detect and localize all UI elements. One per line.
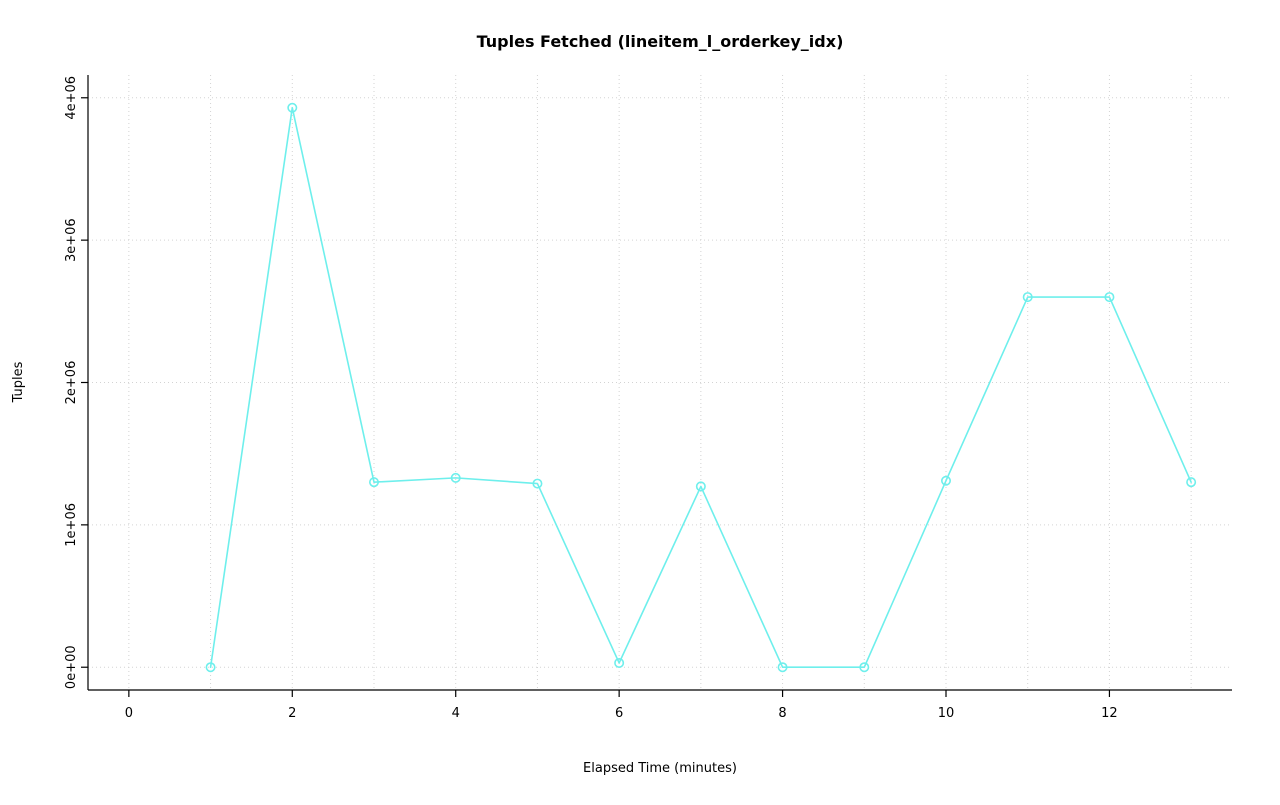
series-line xyxy=(209,106,1192,669)
x-axis-label: Elapsed Time (minutes) xyxy=(583,761,737,776)
data-point xyxy=(1104,292,1115,303)
data-point xyxy=(1022,292,1033,303)
y-tick-label: 2e+06 xyxy=(64,361,79,405)
line-series xyxy=(205,102,1197,673)
data-point xyxy=(450,472,461,483)
y-tick-label: 3e+06 xyxy=(64,218,79,262)
y-axis-label: Tuples xyxy=(11,361,26,403)
data-point xyxy=(777,662,788,673)
chart-title: Tuples Fetched (lineitem_l_orderkey_idx) xyxy=(477,32,844,51)
x-tick-label: 6 xyxy=(615,706,623,721)
data-point xyxy=(940,475,951,486)
x-tick-label: 10 xyxy=(938,706,955,721)
data-point xyxy=(205,662,216,673)
x-tick-label: 12 xyxy=(1101,706,1118,721)
y-tick-label: 4e+06 xyxy=(64,76,79,120)
data-point xyxy=(287,102,298,113)
data-point xyxy=(1186,477,1197,488)
x-tick-label: 2 xyxy=(288,706,296,721)
x-tick-label: 0 xyxy=(125,706,133,721)
data-point xyxy=(614,657,625,668)
x-tick-label: 8 xyxy=(778,706,786,721)
axes: 0 2 4 6 8 10 12 0e+00 1e+06 2e+06 3e+06 4e+06 xyxy=(64,75,1232,721)
grid-lines xyxy=(88,75,1232,690)
data-point xyxy=(368,477,379,488)
data-point xyxy=(695,481,706,492)
y-tick-label: 0e+00 xyxy=(64,645,79,689)
data-point xyxy=(859,662,870,673)
y-tick-label: 1e+06 xyxy=(64,503,79,547)
x-tick-label: 4 xyxy=(452,706,460,721)
data-point xyxy=(532,478,543,489)
